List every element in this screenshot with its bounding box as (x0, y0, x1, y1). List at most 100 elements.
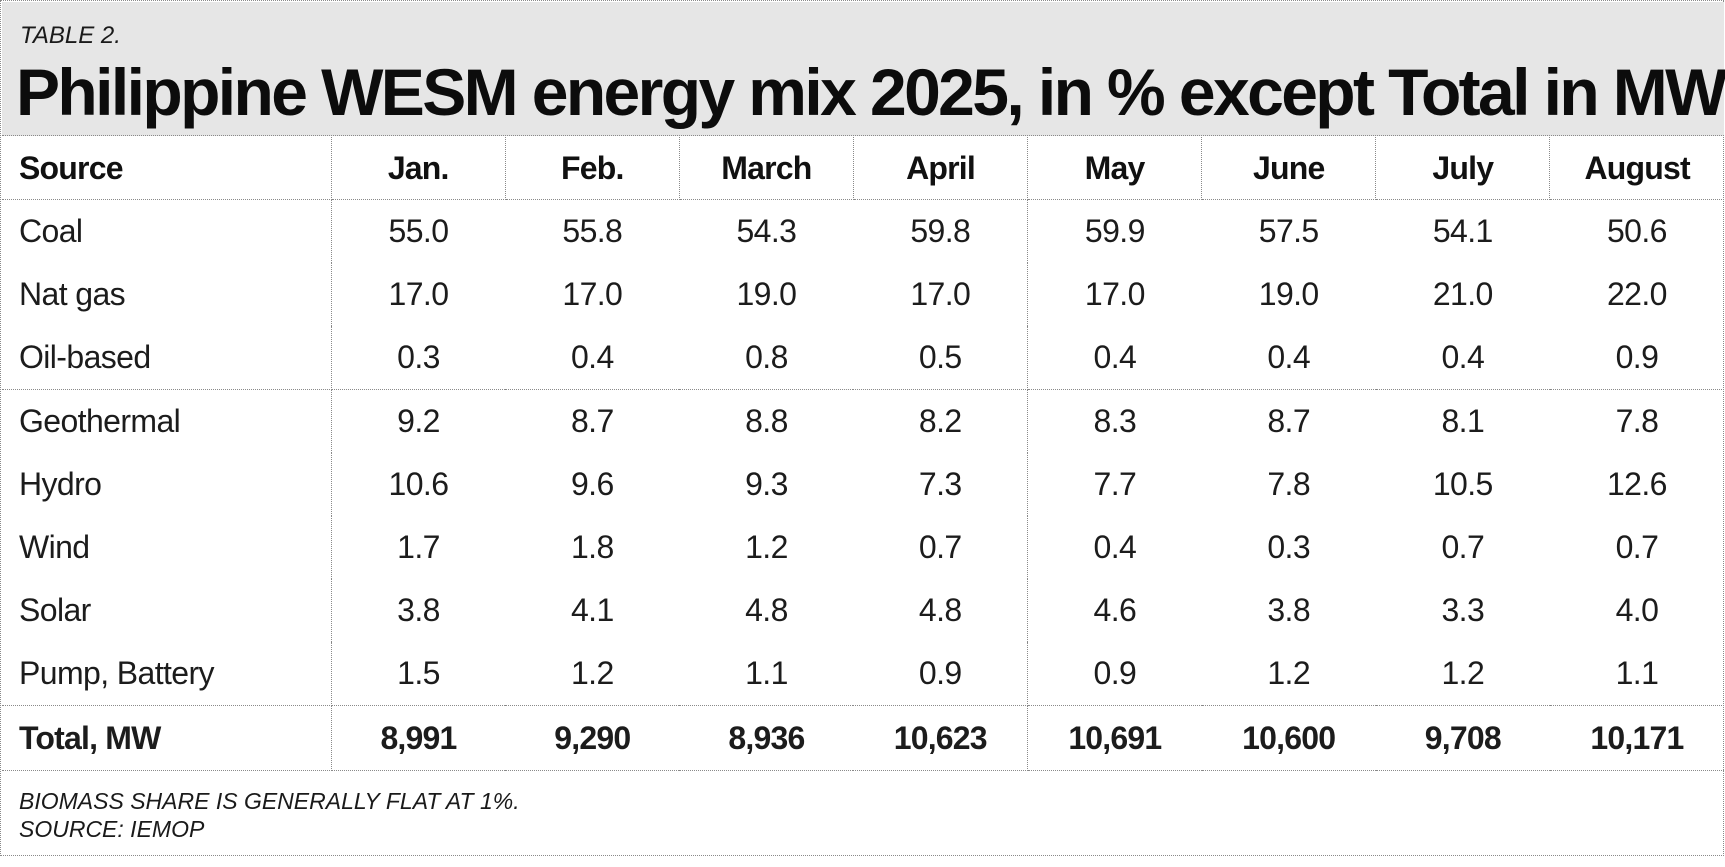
table-cell: 54.1 (1432, 213, 1493, 249)
table-cell: 1.2 (1375, 642, 1550, 706)
table-cell: 9.3 (745, 466, 788, 502)
footnote-biomass: BIOMASS SHARE IS GENERALLY FLAT AT 1%. (19, 788, 520, 814)
row-label: Solar (2, 579, 332, 642)
table-cell: 3.8 (1267, 592, 1311, 628)
footnote-source: SOURCE: IEMOP (19, 816, 205, 842)
table-cell: 8.3 (1093, 403, 1137, 439)
table-cell: 8.7 (1267, 403, 1311, 439)
table-cell: 1.1 (1549, 642, 1724, 706)
column-header-may: May (1027, 137, 1203, 200)
column-header-july: July (1375, 137, 1551, 200)
total-cell: 10,691 (1027, 705, 1202, 771)
column-header-jan: Jan. (331, 137, 506, 200)
table-cell: 59.9 (1084, 213, 1145, 249)
table-cell: 21.0 (1432, 276, 1493, 312)
table-cell: 1.2 (745, 529, 788, 565)
table-header: TABLE 2. Philippine WESM energy mix 2025… (2, 2, 1725, 136)
table-cell: 0.9 (1549, 326, 1724, 390)
total-cell: 9,708 (1375, 705, 1550, 771)
table-cell: 8.8 (745, 403, 788, 439)
total-cell: 8,936 (679, 705, 854, 771)
total-cell: 10,600 (1201, 705, 1376, 771)
table-cell: 1.1 (679, 642, 854, 706)
table-cell: 4.1 (570, 592, 614, 628)
total-cell: 9,290 (505, 705, 680, 771)
column-header-source: Source (2, 137, 332, 200)
table-row-wind: Wind 1.7 1.8 1.2 0.7 0.4 0.3 0.7 0.7 (2, 516, 1724, 579)
table-cell: 8.7 (570, 403, 614, 439)
table-cell: 10.6 (388, 466, 449, 502)
table-cell: 9.6 (570, 466, 614, 502)
table-cell: 59.8 (853, 199, 1029, 263)
row-label-total: Total, MW (2, 705, 332, 771)
column-header-august: August (1549, 137, 1724, 200)
table-cell: 7.8 (1267, 466, 1311, 502)
table-cell: 12.6 (1606, 466, 1667, 502)
table-cell: 0.3 (331, 326, 506, 390)
table-cell: 4.6 (1093, 592, 1137, 628)
table-row-coal: Coal 55.0 55.8 54.3 59.8 59.9 57.5 54.1 … (2, 199, 1724, 263)
column-header-march: March (679, 137, 854, 200)
table-label: TABLE 2. (20, 22, 121, 49)
row-label: Wind (2, 516, 332, 579)
footnotes: BIOMASS SHARE IS GENERALLY FLAT AT 1%. S… (19, 787, 520, 843)
table-cell: 1.5 (331, 642, 506, 706)
column-header-june: June (1201, 137, 1377, 200)
table-cell: 0.4 (1201, 326, 1376, 390)
total-cell: 10,623 (853, 705, 1029, 771)
table-cell: 7.8 (1615, 403, 1659, 439)
table-cell: 1.2 (1201, 642, 1376, 706)
row-label: Hydro (2, 453, 332, 516)
table-cell: 3.8 (397, 592, 440, 628)
row-label: Geothermal (2, 389, 332, 453)
table-cell: 0.4 (1093, 529, 1137, 565)
table-cell: 17.0 (1084, 276, 1145, 312)
row-label: Pump, Battery (2, 642, 332, 706)
table-row-nat-gas: Nat gas 17.0 17.0 19.0 17.0 17.0 19.0 21… (2, 263, 1724, 326)
column-header-feb: Feb. (505, 137, 680, 200)
column-header-april: April (853, 137, 1029, 200)
table-cell: 19.0 (736, 276, 797, 312)
table-cell: 7.7 (1093, 466, 1137, 502)
table-cell: 3.3 (1441, 592, 1485, 628)
table-cell: 19.0 (1258, 276, 1319, 312)
table-cell: 8.1 (1441, 403, 1485, 439)
table-cell: 1.2 (505, 642, 680, 706)
table-cell: 1.8 (570, 529, 614, 565)
row-label: Coal (2, 199, 332, 263)
table-row-geothermal: Geothermal 9.2 8.7 8.8 8.2 8.3 8.7 8.1 7… (2, 389, 1724, 453)
table-cell: 0.4 (1375, 326, 1550, 390)
table-cell: 0.3 (1267, 529, 1311, 565)
table-cell: 4.8 (853, 579, 1029, 642)
table-cell: 50.6 (1606, 213, 1667, 249)
table-cell: 4.8 (745, 592, 788, 628)
table-cell: 0.9 (1027, 642, 1202, 706)
table-cell: 10.5 (1432, 466, 1493, 502)
table-cell: 8.2 (853, 389, 1029, 453)
table-cell: 57.5 (1258, 213, 1319, 249)
table-cell: 55.0 (388, 213, 449, 249)
header-row: Source Jan. Feb. March April May June Ju… (2, 137, 1724, 200)
table-cell: 17.0 (562, 276, 623, 312)
table-row-hydro: Hydro 10.6 9.6 9.3 7.3 7.7 7.8 10.5 12.6 (2, 453, 1724, 516)
table-cell: 54.3 (736, 213, 797, 249)
table-cell: 0.5 (853, 326, 1029, 390)
table-cell: 0.4 (1027, 326, 1202, 390)
table-row-oil-based: Oil-based 0.3 0.4 0.8 0.5 0.4 0.4 0.4 0.… (2, 326, 1724, 390)
table-cell: 9.2 (397, 403, 440, 439)
table-row-pump-battery: Pump, Battery 1.5 1.2 1.1 0.9 0.9 1.2 1.… (2, 642, 1724, 706)
table-cell: 55.8 (562, 213, 623, 249)
row-label: Nat gas (2, 263, 332, 326)
table-cell: 1.7 (397, 529, 440, 565)
table-cell: 0.7 (1615, 529, 1659, 565)
energy-mix-table: Source Jan. Feb. March April May June Ju… (2, 137, 1724, 771)
table-cell: 0.7 (1441, 529, 1485, 565)
table-cell: 4.0 (1615, 592, 1659, 628)
table-cell: 0.8 (679, 326, 854, 390)
table-cell: 17.0 (388, 276, 449, 312)
table-cell: 17.0 (853, 263, 1029, 326)
table-cell: 0.4 (505, 326, 680, 390)
table-row-total: Total, MW 8,991 9,290 8,936 10,623 10,69… (2, 705, 1724, 771)
table-cell: 7.3 (853, 453, 1029, 516)
